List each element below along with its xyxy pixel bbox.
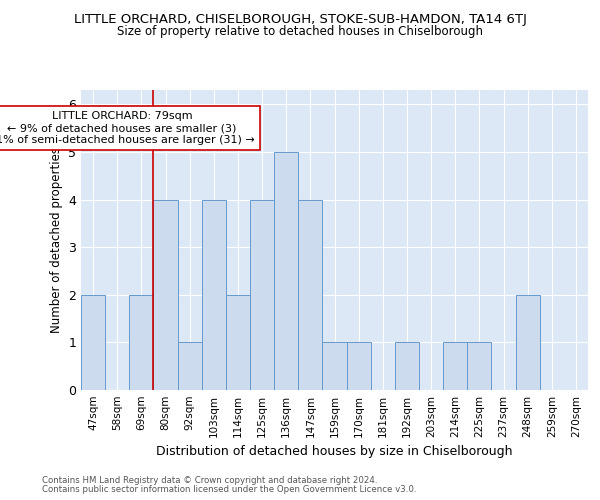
Bar [226,295,250,390]
Bar [154,200,178,390]
Text: Size of property relative to detached houses in Chiselborough: Size of property relative to detached ho… [117,25,483,38]
Y-axis label: Number of detached properties: Number of detached properties [50,147,62,333]
Bar [81,295,105,390]
X-axis label: Distribution of detached houses by size in Chiselborough: Distribution of detached houses by size … [156,446,513,458]
Text: Contains public sector information licensed under the Open Government Licence v3: Contains public sector information licen… [42,485,416,494]
Bar [178,342,202,390]
Bar [298,200,322,390]
Bar [467,342,491,390]
Text: Contains HM Land Registry data © Crown copyright and database right 2024.: Contains HM Land Registry data © Crown c… [42,476,377,485]
Bar [322,342,347,390]
Bar [443,342,467,390]
Bar [274,152,298,390]
Bar [515,295,540,390]
Bar [129,295,154,390]
Bar [202,200,226,390]
Bar [347,342,371,390]
Bar [395,342,419,390]
Bar [250,200,274,390]
Text: LITTLE ORCHARD: 79sqm
← 9% of detached houses are smaller (3)
91% of semi-detach: LITTLE ORCHARD: 79sqm ← 9% of detached h… [0,112,255,144]
Text: LITTLE ORCHARD, CHISELBOROUGH, STOKE-SUB-HAMDON, TA14 6TJ: LITTLE ORCHARD, CHISELBOROUGH, STOKE-SUB… [74,12,526,26]
